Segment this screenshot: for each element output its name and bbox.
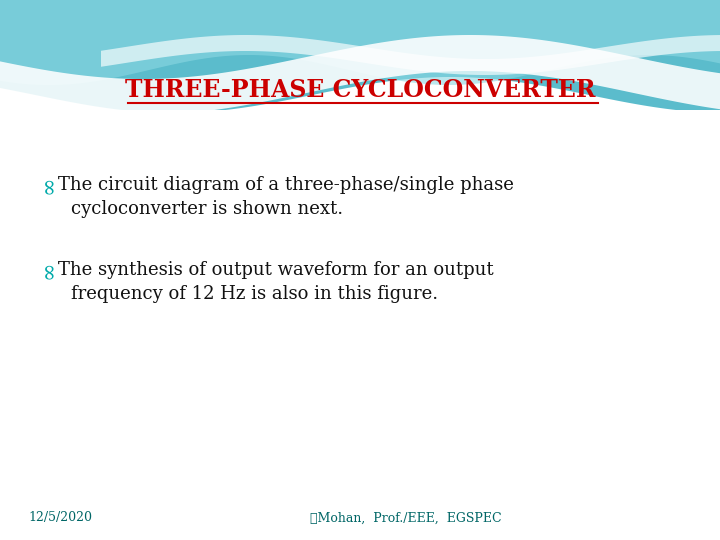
Polygon shape <box>0 35 720 115</box>
Text: 12/5/2020: 12/5/2020 <box>28 511 92 524</box>
Text: cycloconverter is shown next.: cycloconverter is shown next. <box>71 200 343 218</box>
Polygon shape <box>101 35 720 75</box>
Polygon shape <box>0 0 720 113</box>
Text: ∞: ∞ <box>38 261 60 279</box>
Polygon shape <box>0 110 720 540</box>
Text: ∞: ∞ <box>38 176 60 194</box>
Text: THREE-PHASE CYCLOCONVERTER: THREE-PHASE CYCLOCONVERTER <box>125 78 595 102</box>
Polygon shape <box>0 0 720 85</box>
Text: 䵍Mohan,  Prof./EEE,  EGSPEC: 䵍Mohan, Prof./EEE, EGSPEC <box>310 511 502 524</box>
Text: frequency of 12 Hz is also in this figure.: frequency of 12 Hz is also in this figur… <box>71 285 438 303</box>
Text: The synthesis of output waveform for an output: The synthesis of output waveform for an … <box>58 261 494 279</box>
Text: The circuit diagram of a three-phase/single phase: The circuit diagram of a three-phase/sin… <box>58 176 514 194</box>
